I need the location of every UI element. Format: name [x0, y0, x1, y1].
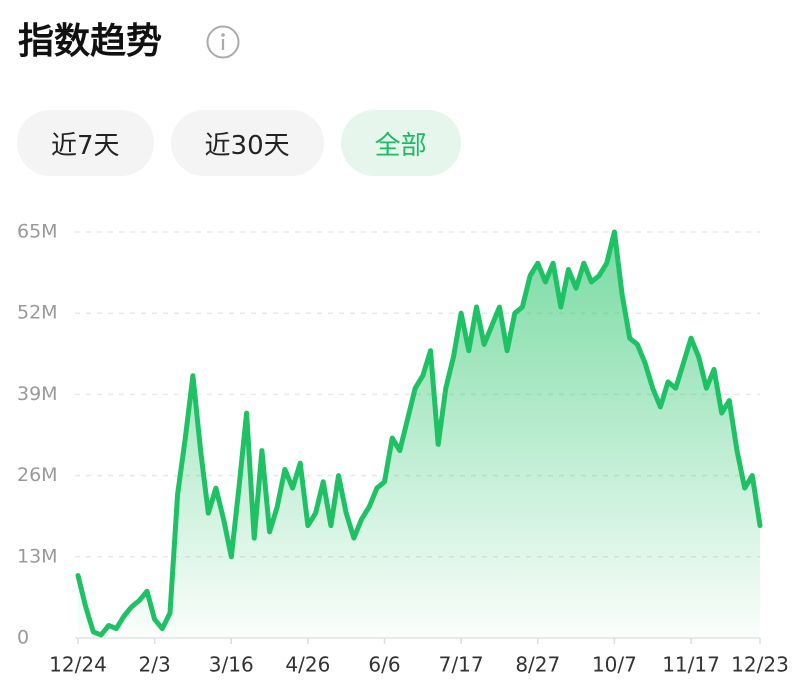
- data-line: [75, 229, 763, 638]
- chart: 0 13M 26M 39M 52M 65M 12/24 2/3 3/16 4/26 6/6 7/17 8…: [17, 221, 789, 677]
- x-tick-label: 12/24: [49, 653, 107, 677]
- x-tick-label: 6/6: [368, 653, 400, 677]
- y-tick-label: 65M: [17, 221, 58, 243]
- tab-button[interactable]: 全部: [340, 110, 461, 176]
- y-tick-label: 52M: [17, 302, 58, 324]
- x-tick-label: 4/26: [285, 653, 330, 677]
- x-tick-label: 12/23: [731, 653, 789, 677]
- info-icon[interactable]: [206, 25, 240, 59]
- x-tick-label: 3/16: [209, 653, 254, 677]
- y-tick-label: 0: [17, 627, 29, 649]
- x-tick-label: 7/17: [439, 653, 484, 677]
- area-fill: [78, 232, 760, 638]
- tab-button[interactable]: 近7天: [17, 110, 154, 176]
- tab-button[interactable]: 近30天: [170, 110, 324, 176]
- x-tick-label: 10/7: [592, 653, 637, 677]
- x-tick-label: 8/27: [515, 653, 560, 677]
- page-title: 指数趋势: [18, 21, 163, 62]
- y-tick-label: 39M: [17, 383, 58, 405]
- tab-bar: 近7天 近30天 全部: [17, 110, 461, 176]
- x-tick-label: 11/17: [662, 653, 720, 677]
- y-tick-label: 13M: [17, 545, 58, 567]
- y-tick-label: 26M: [17, 464, 58, 486]
- x-tick-label: 2/3: [139, 653, 171, 677]
